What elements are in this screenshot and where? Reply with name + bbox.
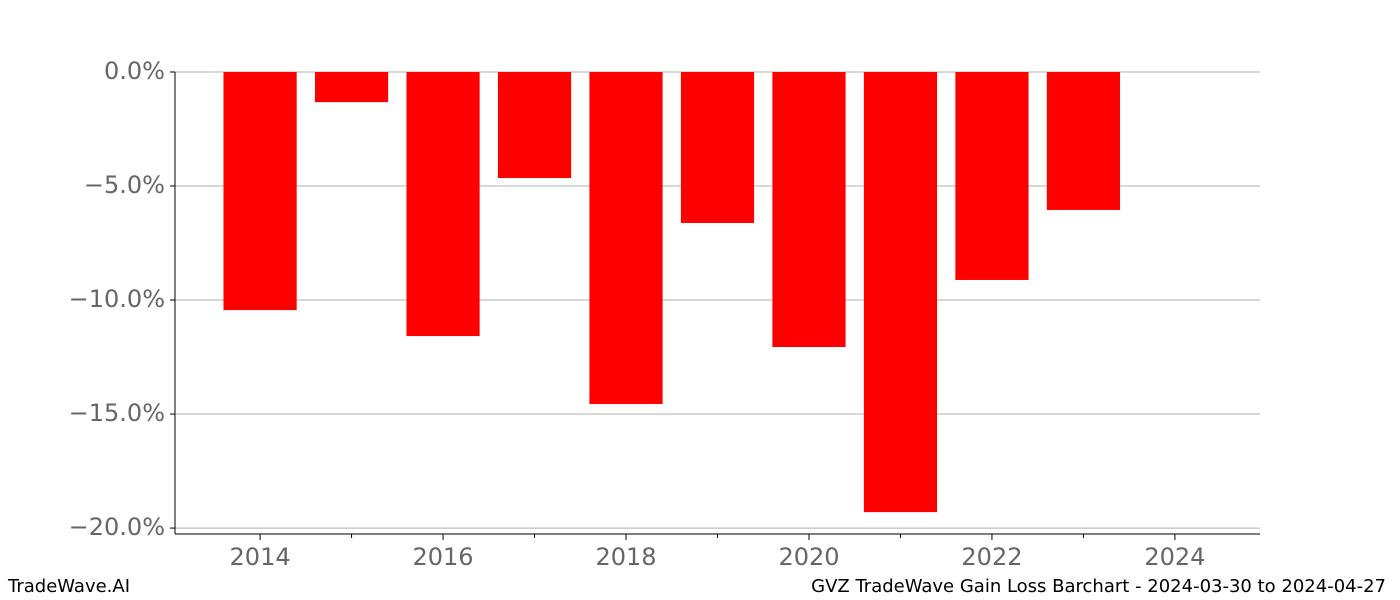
footer-left: TradeWave.AI bbox=[7, 576, 130, 597]
y-tick-label: −5.0% bbox=[84, 171, 165, 199]
bar bbox=[680, 72, 755, 223]
y-tick-label: 0.0% bbox=[104, 57, 165, 85]
bar bbox=[497, 72, 572, 179]
y-tick-label: −20.0% bbox=[69, 513, 165, 541]
bar bbox=[1046, 72, 1121, 210]
bar bbox=[955, 72, 1029, 280]
x-tick-label: 2016 bbox=[413, 543, 474, 571]
x-tick-label: 2014 bbox=[230, 543, 291, 571]
x-tick-label: 2024 bbox=[1144, 543, 1205, 571]
x-tick-label: 2018 bbox=[595, 543, 656, 571]
x-tick-label: 2022 bbox=[961, 543, 1022, 571]
footer-right: GVZ TradeWave Gain Loss Barchart - 2024-… bbox=[811, 576, 1386, 597]
bar bbox=[772, 72, 846, 348]
x-tick-label: 2020 bbox=[778, 543, 839, 571]
bar bbox=[314, 72, 389, 103]
bar bbox=[863, 72, 938, 513]
y-tick-label: −10.0% bbox=[69, 285, 165, 313]
y-tick-label: −15.0% bbox=[69, 399, 165, 427]
bar bbox=[223, 72, 297, 311]
bar bbox=[589, 72, 663, 405]
bar bbox=[406, 72, 480, 337]
